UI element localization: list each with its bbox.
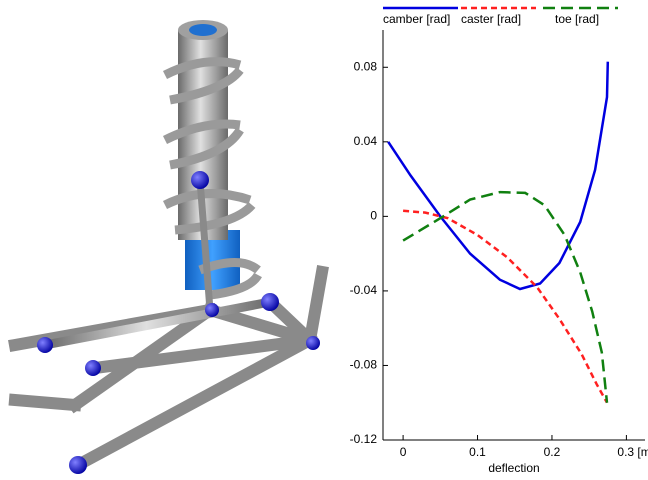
y-tick-label: -0.04 [350,283,378,297]
series-line [403,211,607,403]
x-tick-label: 0.1 [469,445,486,459]
y-tick-label: 0.04 [354,134,378,148]
suspension-illustration [15,20,322,474]
x-tick-label: 0.3 [m] [617,445,648,459]
legend-label: caster [rad] [461,12,521,26]
legend-label: toe [rad] [555,12,599,26]
x-axis-title: deflection [488,461,539,475]
series-line [388,62,608,289]
y-tick-label: 0.08 [354,59,378,73]
y-tick-label: 0 [370,209,377,223]
y-tick-label: -0.08 [350,358,378,372]
chart: deflection -0.12 -0.08 -0.04 0 0.04 0.08 0 0.1 0… [350,8,648,475]
y-tick-label: -0.12 [350,432,378,446]
page: deflection -0.12 -0.08 -0.04 0 0.04 0.08 0 0.1 0… [0,0,648,480]
legend-label: camber [rad] [383,12,450,26]
x-tick-label: 0 [400,445,407,459]
x-tick-label: 0.2 [544,445,561,459]
series-line [403,192,607,403]
